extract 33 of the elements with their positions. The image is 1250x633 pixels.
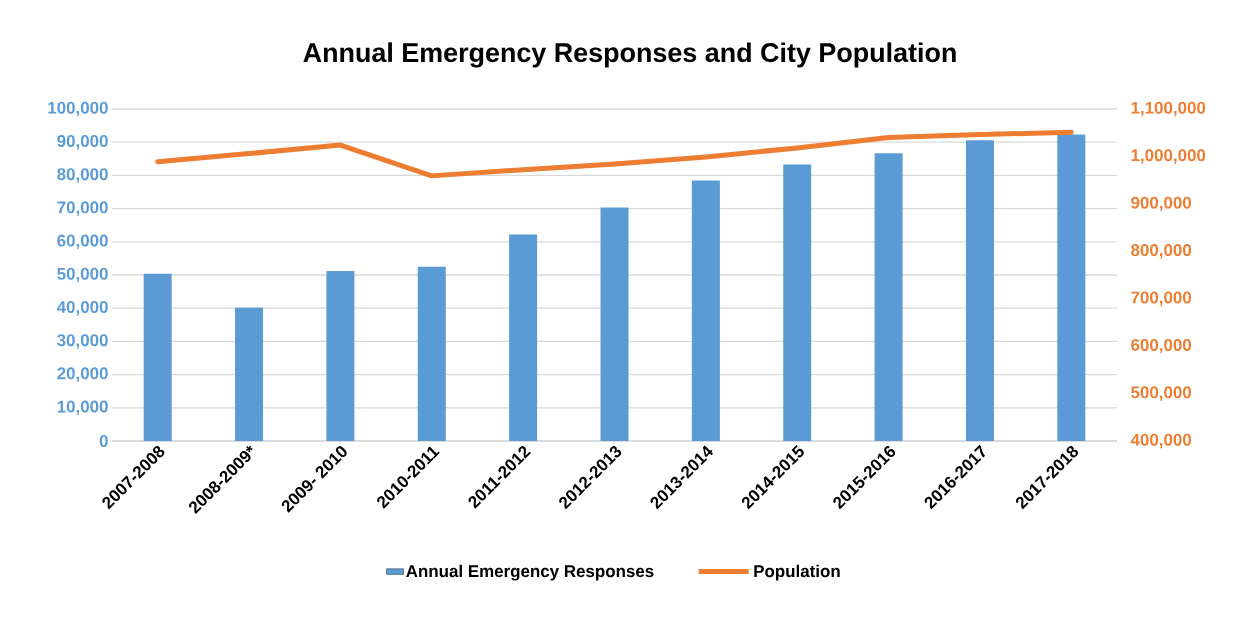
bar: [509, 234, 538, 441]
legend-label: Annual Emergency Responses: [406, 564, 654, 581]
legend-label: Population: [754, 564, 840, 581]
bar: [326, 271, 355, 441]
y2-tick-label: 400,000: [1130, 433, 1192, 449]
bar: [417, 266, 446, 441]
bar: [600, 207, 629, 441]
y2-tick-label: 800,000: [1131, 244, 1192, 259]
y2-tick-label: 500,000: [1131, 386, 1192, 401]
bar: [783, 164, 812, 441]
chart-title: Annual Emergency Responses and City Population: [303, 42, 956, 68]
y2-tick-label: 900,000: [1131, 196, 1192, 212]
y2-tick-label: 1,100,000: [1131, 101, 1206, 117]
y2-tick-label: 600,000: [1131, 338, 1192, 354]
y-tick-label: 90,000: [57, 134, 108, 150]
y-tick-label: 50,000: [57, 267, 108, 283]
bar: [874, 153, 903, 441]
y2-tick-label: 1,000,000: [1131, 149, 1206, 164]
y-tick-label: 30,000: [57, 334, 108, 349]
y2-tick-label: 700,000: [1131, 291, 1192, 306]
bar: [143, 273, 172, 441]
y-tick-label: 0: [99, 435, 108, 447]
y-tick-label: 100,000: [48, 101, 108, 117]
y-tick-label: 20,000: [57, 367, 108, 382]
bar: [965, 140, 994, 441]
bar: [235, 307, 264, 441]
y-tick-label: 60,000: [57, 234, 108, 250]
bar: [1057, 134, 1086, 441]
y-tick-label: 10,000: [57, 400, 108, 416]
bar: [691, 180, 720, 441]
y-tick-label: 80,000: [57, 168, 108, 183]
y-tick-label: 40,000: [56, 300, 108, 316]
y-tick-label: 70,000: [57, 201, 108, 216]
